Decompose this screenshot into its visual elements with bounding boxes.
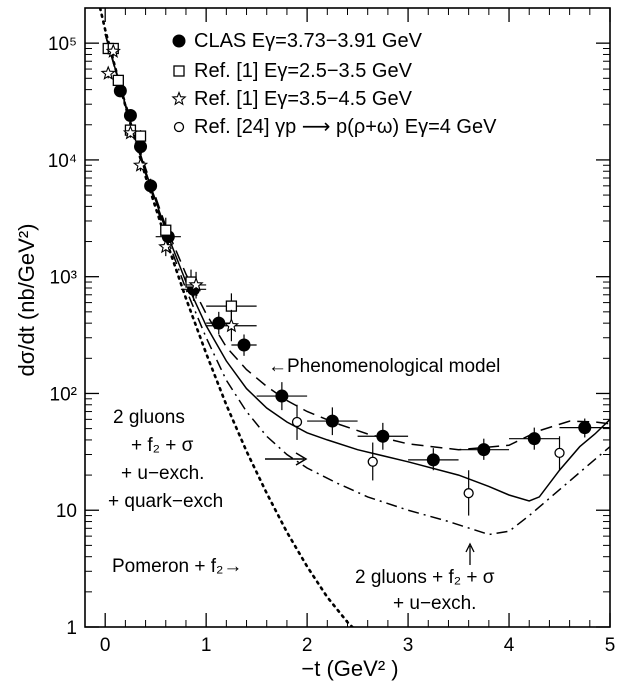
legend-label: Ref. [24] γp ⟶ p(ρ+ω) Eγ=4 GeV	[194, 116, 497, 138]
open-star-point	[188, 276, 204, 292]
x-tick-label: 2	[302, 635, 313, 656]
filled-circle-point	[144, 179, 158, 193]
filled-circle-point	[376, 429, 390, 443]
open-circle-point	[463, 488, 474, 499]
annotations: ←Phenomenological model 2 gluons + f₂ + σ +…	[108, 356, 500, 614]
open-square-point	[225, 300, 238, 312]
filled-circle-point	[113, 84, 127, 98]
annotation-pomeron: Pomeron + f₂→	[112, 556, 242, 577]
y-tick-label: 10⁴	[48, 151, 77, 172]
filled-circle-point	[212, 316, 226, 330]
x-tick-label: 0	[100, 635, 111, 656]
open-square-point	[160, 224, 172, 236]
open-circle-point	[554, 447, 565, 459]
y-tick-label: 10²	[50, 384, 77, 405]
legend-marker-open-star	[171, 90, 187, 106]
filled-circle-point	[237, 338, 251, 352]
annotation-phenom: ←Phenomenological model	[268, 356, 500, 377]
open-star-point	[223, 317, 240, 333]
annotation-arrowhead-up	[465, 542, 475, 553]
annotation-arrowhead	[295, 452, 308, 466]
x-tick-label: 3	[403, 635, 414, 656]
x-tick-label: 1	[201, 635, 212, 656]
legend-marker-open-circle	[173, 121, 185, 133]
open-square-point	[112, 74, 124, 87]
legend-label: Ref. [1] Eγ=3.5−4.5 GeV	[194, 88, 413, 110]
open-circle-point	[367, 456, 378, 467]
annotation-twogluons-line: + u−exch.	[393, 593, 476, 614]
open-circle-point	[291, 416, 303, 428]
filled-circle-point	[134, 140, 148, 154]
legend-marker-filled-circle	[172, 34, 186, 48]
annotation-twogluons-line: 2 gluons + f₂ + σ	[355, 567, 495, 588]
axes: 0 1 2 3 4 5 1 10 10² 10³ 10⁴ 10⁵ −t (GeV² ) dσ/dt (nb…	[14, 7, 616, 681]
open-star-point	[105, 43, 121, 58]
curve-solid	[104, 33, 610, 502]
legend: CLAS Eγ=3.73−3.91 GeV Ref. [1] Eγ=2.5−3.5…	[171, 30, 497, 138]
filled-circle-point	[578, 421, 592, 435]
open-star-point	[122, 124, 139, 140]
y-axis-title: dσ/dt (nb/GeV²)	[14, 224, 39, 377]
curve-dashdot	[104, 33, 610, 536]
filled-circle-point	[527, 432, 541, 446]
open-square-point	[134, 130, 147, 142]
x-tick-label: 5	[605, 635, 616, 656]
annotation-twogluons-quark-line: 2 gluons	[113, 407, 185, 428]
filled-circle-point	[477, 443, 491, 457]
legend-label: CLAS Eγ=3.73−3.91 GeV	[194, 30, 423, 52]
filled-circle-point	[426, 453, 440, 467]
x-tick-label: 4	[504, 635, 515, 656]
y-tick-label: 1	[66, 618, 77, 639]
y-tick-label: 10	[56, 501, 77, 522]
legend-marker-open-square	[173, 65, 185, 77]
filled-circle-point	[325, 414, 339, 428]
open-star-point	[100, 65, 116, 80]
data-points	[100, 42, 610, 516]
y-tick-label: 10³	[50, 268, 77, 289]
open-star-point	[132, 157, 149, 172]
y-tick-label: 10⁵	[48, 34, 77, 55]
open-star-point	[158, 238, 174, 254]
x-axis-title: −t (GeV² )	[301, 656, 398, 681]
annotation-twogluons-quark-line: + f₂ + σ	[131, 435, 194, 456]
annotation-twogluons-quark-line: + u−exch.	[121, 463, 204, 484]
annotation-twogluons-quark-line: + quark−exch	[108, 491, 223, 512]
filled-circle-point	[123, 109, 137, 123]
filled-circle-point	[275, 389, 289, 403]
legend-label: Ref. [1] Eγ=2.5−3.5 GeV	[194, 60, 413, 82]
